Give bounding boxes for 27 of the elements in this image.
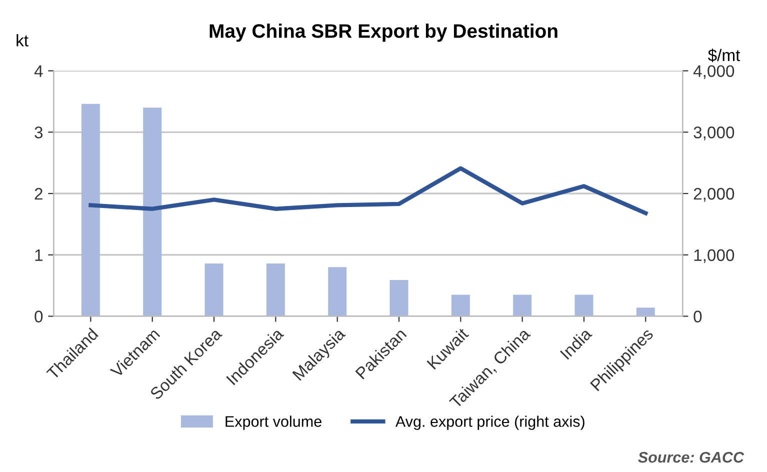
y-tick-label: 2 xyxy=(34,188,42,200)
y2-axis-title: $/mt xyxy=(708,48,740,62)
y2-tick-label: 1,000 xyxy=(694,249,734,264)
bar xyxy=(204,263,224,316)
bar xyxy=(390,280,408,316)
bar xyxy=(636,308,655,316)
y2-tick-label: 3,000 xyxy=(694,126,734,140)
y2-tick-label: 4,000 xyxy=(693,65,734,79)
source-note: Source: GACC xyxy=(638,452,744,463)
y2-tick-label: 0 xyxy=(694,310,702,322)
legend-label: Avg. export price (right axis) xyxy=(395,416,584,430)
bar xyxy=(266,263,285,316)
bar xyxy=(81,104,100,316)
y-tick-label: 1 xyxy=(35,249,42,261)
bar xyxy=(328,267,347,316)
y-tick-label: 3 xyxy=(34,126,43,138)
y-tick-label: 4 xyxy=(34,65,43,77)
bar xyxy=(451,294,470,316)
y2-tick-label: 2,000 xyxy=(694,188,734,202)
legend-label: Export volume xyxy=(226,416,322,430)
bar xyxy=(513,294,532,316)
bar xyxy=(143,108,162,316)
line-series xyxy=(88,166,648,216)
bar xyxy=(574,294,594,316)
y-axis-title: kt xyxy=(16,34,28,46)
y-tick-label: 0 xyxy=(34,310,43,322)
chart-title: May China SBR Export by Destination xyxy=(210,24,558,42)
